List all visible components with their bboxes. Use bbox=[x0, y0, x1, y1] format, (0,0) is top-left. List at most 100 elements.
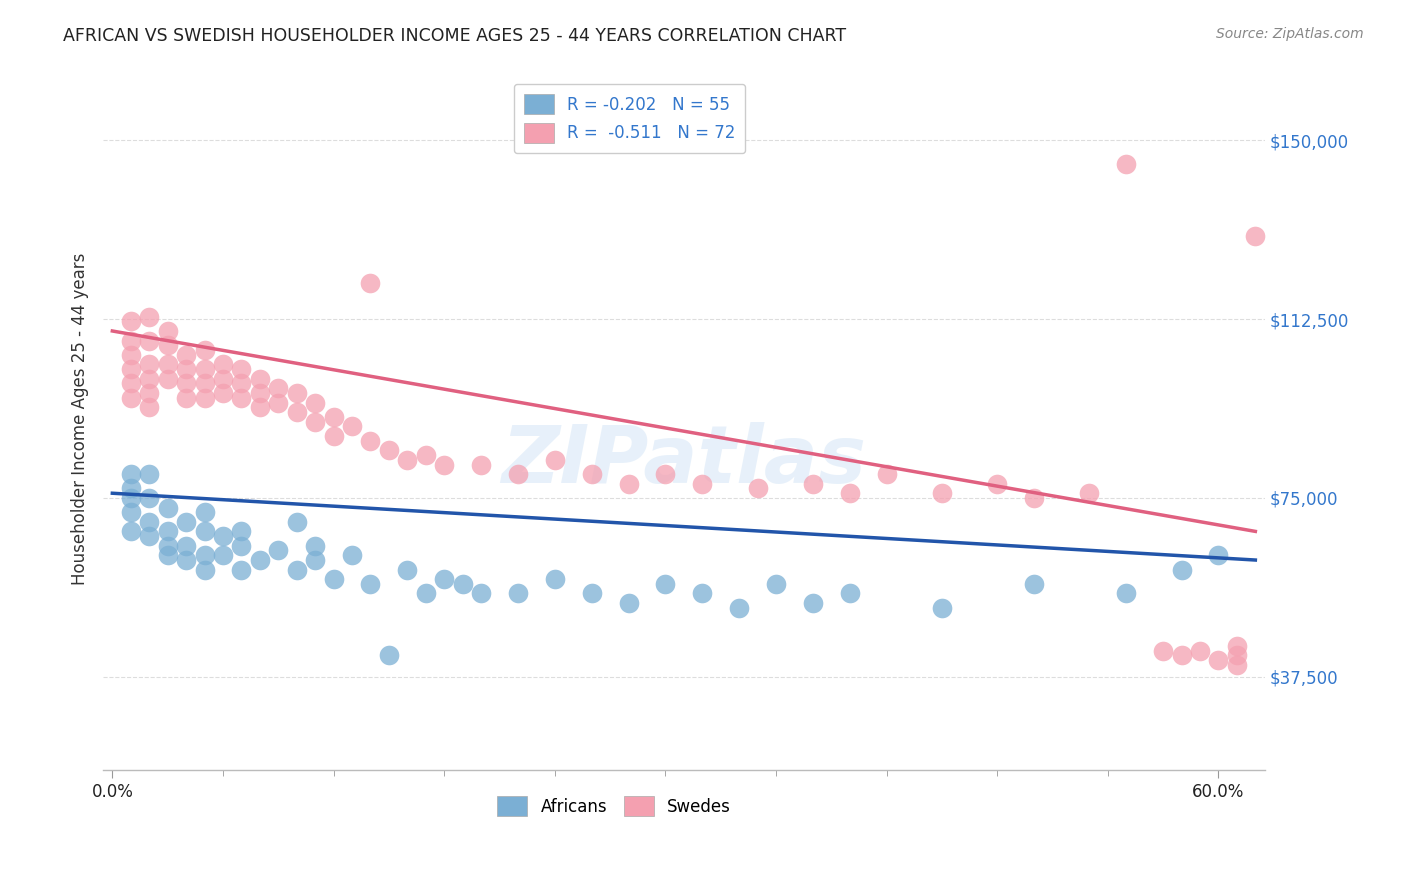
Point bbox=[690, 586, 713, 600]
Point bbox=[359, 577, 381, 591]
Point bbox=[304, 395, 326, 409]
Point bbox=[1078, 486, 1101, 500]
Point bbox=[617, 596, 640, 610]
Point bbox=[138, 334, 160, 348]
Point bbox=[470, 458, 492, 472]
Point bbox=[249, 372, 271, 386]
Point bbox=[1208, 548, 1230, 562]
Point bbox=[433, 458, 456, 472]
Point bbox=[322, 429, 344, 443]
Point bbox=[231, 563, 253, 577]
Point bbox=[156, 524, 179, 539]
Point bbox=[1226, 639, 1249, 653]
Point bbox=[1226, 658, 1249, 673]
Point bbox=[544, 452, 567, 467]
Point bbox=[193, 524, 215, 539]
Point bbox=[340, 548, 363, 562]
Point bbox=[174, 553, 197, 567]
Point bbox=[378, 648, 401, 663]
Point bbox=[285, 563, 308, 577]
Point bbox=[728, 600, 751, 615]
Point bbox=[212, 548, 235, 562]
Point bbox=[267, 543, 290, 558]
Text: Source: ZipAtlas.com: Source: ZipAtlas.com bbox=[1216, 27, 1364, 41]
Point bbox=[396, 452, 419, 467]
Point bbox=[986, 476, 1008, 491]
Point bbox=[433, 572, 456, 586]
Point bbox=[231, 524, 253, 539]
Point bbox=[174, 539, 197, 553]
Y-axis label: Householder Income Ages 25 - 44 years: Householder Income Ages 25 - 44 years bbox=[72, 253, 89, 585]
Point bbox=[876, 467, 898, 482]
Point bbox=[415, 586, 437, 600]
Point bbox=[1115, 157, 1137, 171]
Point bbox=[174, 376, 197, 391]
Point bbox=[249, 386, 271, 401]
Point bbox=[322, 572, 344, 586]
Point bbox=[193, 362, 215, 376]
Point bbox=[654, 577, 676, 591]
Point bbox=[1024, 491, 1046, 505]
Point bbox=[193, 563, 215, 577]
Point bbox=[138, 386, 160, 401]
Point bbox=[1024, 577, 1046, 591]
Point bbox=[212, 386, 235, 401]
Point bbox=[231, 362, 253, 376]
Point bbox=[1189, 643, 1212, 657]
Point bbox=[120, 376, 142, 391]
Point bbox=[138, 529, 160, 543]
Point bbox=[931, 600, 953, 615]
Point bbox=[654, 467, 676, 482]
Point bbox=[801, 476, 824, 491]
Point bbox=[838, 486, 860, 500]
Point bbox=[174, 362, 197, 376]
Point bbox=[506, 467, 529, 482]
Point bbox=[138, 467, 160, 482]
Point bbox=[120, 314, 142, 328]
Point bbox=[838, 586, 860, 600]
Point bbox=[747, 482, 769, 496]
Legend: Africans, Swedes: Africans, Swedes bbox=[489, 788, 740, 825]
Point bbox=[120, 334, 142, 348]
Point bbox=[359, 277, 381, 291]
Point bbox=[193, 343, 215, 357]
Point bbox=[120, 467, 142, 482]
Point bbox=[304, 539, 326, 553]
Point bbox=[193, 391, 215, 405]
Point bbox=[120, 362, 142, 376]
Point bbox=[415, 448, 437, 462]
Point bbox=[581, 586, 603, 600]
Point bbox=[156, 548, 179, 562]
Point bbox=[470, 586, 492, 600]
Point bbox=[138, 515, 160, 529]
Point bbox=[249, 553, 271, 567]
Point bbox=[322, 409, 344, 424]
Point bbox=[1115, 586, 1137, 600]
Point bbox=[156, 539, 179, 553]
Point bbox=[231, 539, 253, 553]
Point bbox=[174, 348, 197, 362]
Point bbox=[506, 586, 529, 600]
Point bbox=[931, 486, 953, 500]
Point bbox=[1152, 643, 1174, 657]
Point bbox=[396, 563, 419, 577]
Point bbox=[249, 401, 271, 415]
Point bbox=[174, 515, 197, 529]
Point bbox=[156, 357, 179, 371]
Point bbox=[340, 419, 363, 434]
Point bbox=[1226, 648, 1249, 663]
Point bbox=[617, 476, 640, 491]
Point bbox=[690, 476, 713, 491]
Point bbox=[156, 324, 179, 338]
Point bbox=[378, 443, 401, 458]
Point bbox=[174, 391, 197, 405]
Point bbox=[193, 505, 215, 519]
Point bbox=[1170, 563, 1192, 577]
Point bbox=[193, 548, 215, 562]
Point bbox=[212, 357, 235, 371]
Point bbox=[451, 577, 474, 591]
Point bbox=[120, 482, 142, 496]
Point bbox=[120, 524, 142, 539]
Text: AFRICAN VS SWEDISH HOUSEHOLDER INCOME AGES 25 - 44 YEARS CORRELATION CHART: AFRICAN VS SWEDISH HOUSEHOLDER INCOME AG… bbox=[63, 27, 846, 45]
Point bbox=[212, 372, 235, 386]
